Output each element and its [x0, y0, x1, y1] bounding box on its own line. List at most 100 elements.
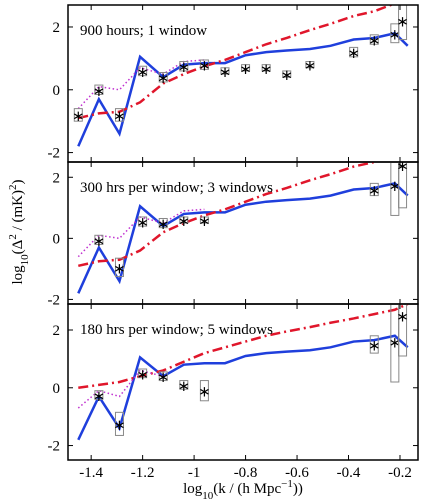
error-bar: [369, 182, 379, 197]
line-dashdot: [78, 304, 409, 390]
plot-area: ∗ ∗ ∗ ∗ ∗ ∗ ∗ ∗ ∗: [77, 159, 409, 294]
line-dotted: [77, 369, 164, 409]
annotation: 180 hrs per window; 5 windows: [80, 322, 273, 338]
data-point: ∗: [389, 27, 402, 43]
data-point: ∗: [93, 389, 106, 405]
data-point: ∗: [219, 65, 232, 81]
y-tick-label: 0: [53, 381, 61, 397]
label-part: log: [10, 265, 26, 285]
data-point: ∗: [280, 68, 293, 84]
data-point: ∗: [178, 379, 191, 395]
data-point: ∗: [113, 261, 126, 277]
label-part: 10: [19, 254, 31, 266]
data-point: ∗: [347, 46, 360, 62]
data-point: ∗: [178, 60, 191, 76]
y-tick-label: 0: [53, 231, 61, 247]
data-point: ∗: [368, 338, 381, 354]
x-tick-label: -0.4: [337, 465, 361, 481]
line-dashdot: [78, 162, 378, 268]
error-bar: [73, 108, 83, 122]
error-bar: [94, 84, 104, 95]
error-bar: [158, 72, 168, 83]
error-bar: [199, 59, 209, 70]
data-point: ∗: [389, 179, 402, 195]
error-bar: [349, 46, 359, 58]
data-point: ∗: [178, 214, 191, 230]
data-point: ∗: [157, 217, 170, 233]
data-point: ∗: [93, 84, 106, 100]
y-tick-label: 0: [53, 83, 61, 99]
error-bar: [179, 380, 189, 390]
error-bar: [398, 304, 408, 357]
data-point: ∗: [157, 71, 170, 87]
x-tick-label: -1.2: [131, 465, 155, 481]
data-point: ∗: [136, 216, 149, 232]
line-solid: [77, 31, 409, 147]
x-tick-label: -1.4: [79, 465, 103, 481]
error-bar: [179, 61, 189, 72]
data-point: ∗: [72, 109, 85, 125]
label-part: (Δ: [10, 239, 26, 254]
x-tick-label: -1: [188, 465, 201, 481]
data-point: ∗: [389, 336, 402, 352]
label-part: 10: [202, 490, 214, 502]
error-bar: [220, 67, 230, 75]
plot-area: ∗ ∗ ∗ ∗ ∗ ∗ ∗ ∗ ∗: [77, 304, 409, 441]
y-tick-label: -2: [48, 146, 61, 162]
label-part: log: [183, 481, 203, 497]
data-point: ∗: [113, 418, 126, 434]
error-bar: [369, 335, 379, 354]
error-bar: [94, 390, 104, 400]
annotation: 900 hours; 1 window: [80, 23, 207, 39]
error-bar: [138, 368, 148, 379]
y-tick-label: 2: [53, 170, 61, 186]
error-bar: [114, 257, 124, 278]
plot-area: ∗∗∗∗ ∗∗ ∗ ∗ ∗ ∗ ∗∗∗∗ ∗∗: [72, 5, 409, 147]
data-point: ∗: [93, 234, 106, 250]
data-point: ∗: [396, 15, 409, 31]
error-bar: [114, 108, 124, 122]
data-point: ∗: [396, 310, 409, 326]
data-point: ∗: [368, 183, 381, 199]
label-part: −1: [281, 478, 293, 490]
error-bar: [241, 64, 251, 72]
data-point: ∗: [239, 62, 252, 78]
y-tick-label: 2: [53, 323, 61, 339]
x-tick-label: -0.2: [388, 465, 412, 481]
x-tick-label: -0.8: [234, 465, 258, 481]
error-bar: [199, 380, 209, 402]
x-axis-label: log10(k / (h Mpc−1)): [183, 478, 303, 502]
label-part: / (mK): [10, 190, 26, 234]
error-bar: [398, 162, 408, 209]
data-point: ∗: [198, 385, 211, 401]
error-bar: [138, 216, 148, 227]
error-bar: [94, 234, 104, 245]
error-bar: [369, 34, 379, 45]
data-point: ∗: [396, 159, 409, 175]
data-point: ∗: [157, 370, 170, 386]
error-bar: [158, 217, 168, 229]
data-point: ∗: [260, 62, 273, 78]
label-part: )): [293, 481, 303, 497]
error-bar: [158, 371, 168, 382]
y-tick-label: 2: [53, 20, 61, 36]
data-point: ∗: [198, 59, 211, 75]
label-part: 2: [7, 185, 19, 191]
label-part: ): [10, 180, 26, 185]
error-bar: [398, 5, 408, 41]
error-bar: [114, 411, 124, 436]
line-dashdot: [78, 5, 395, 120]
error-bar: [179, 216, 189, 224]
error-bar: [138, 65, 148, 77]
label-part: 2: [7, 234, 19, 240]
y-tick-label: -2: [48, 439, 61, 455]
error-bar: [282, 70, 292, 78]
y-tick-label: -2: [48, 292, 61, 308]
data-point: ∗: [136, 367, 149, 383]
data-point: ∗: [113, 109, 126, 125]
x-tick-label: -0.6: [285, 465, 309, 481]
error-bar: [261, 64, 271, 72]
data-point: ∗: [368, 34, 381, 50]
data-point: ∗: [136, 65, 149, 81]
